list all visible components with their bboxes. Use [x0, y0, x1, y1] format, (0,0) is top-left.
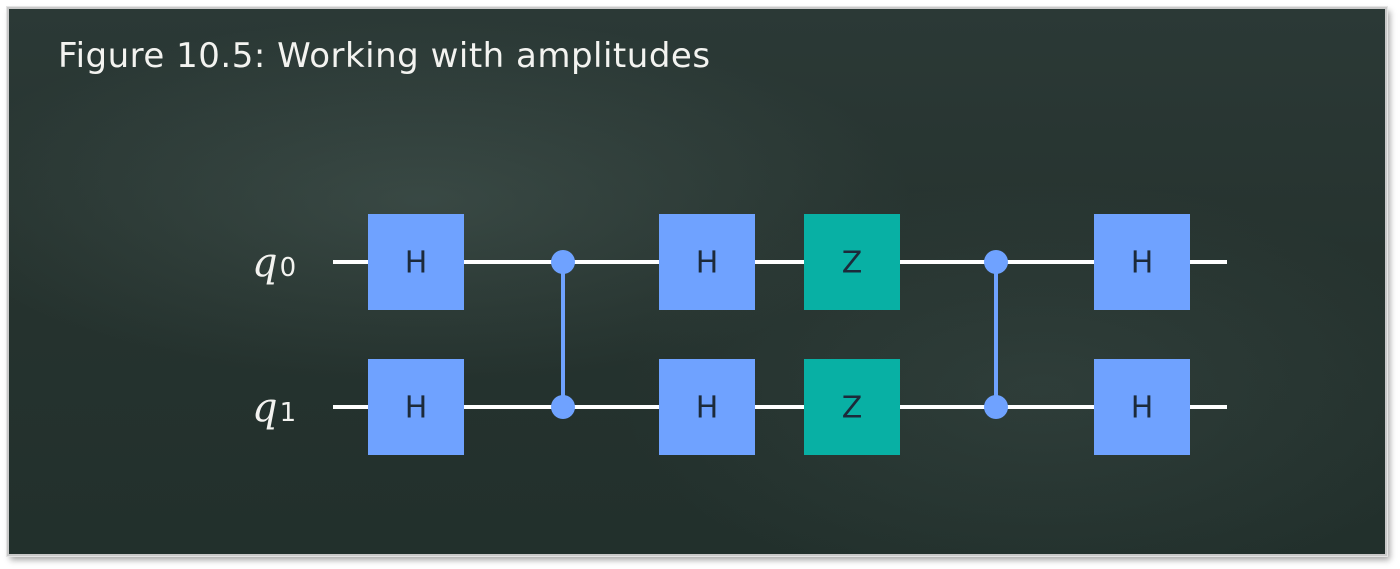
qubit-label-0: q0: [252, 240, 296, 286]
figure-title: Figure 10.5: Working with amplitudes: [58, 36, 711, 76]
gate-h-q1-m2: H: [659, 359, 755, 455]
control-dot-q0: [551, 250, 575, 274]
gate-z-q0-m3: Z: [804, 214, 900, 310]
cz-gate-m4: [984, 250, 1008, 419]
gate-box: [1094, 214, 1190, 310]
gate-label: H: [405, 246, 428, 281]
gate-h-q0-m5: H: [1094, 214, 1190, 310]
gate-h-q1-m0: H: [368, 359, 464, 455]
qubit-label-name: q: [252, 240, 278, 286]
gate-h-q0-m2: H: [659, 214, 755, 310]
control-dot-q1: [551, 395, 575, 419]
qubit-label-1: q1: [252, 385, 296, 431]
control-dot-q1: [984, 395, 1008, 419]
gate-label: H: [405, 391, 428, 426]
gate-z-q1-m3: Z: [804, 359, 900, 455]
qubit-wires: [333, 260, 1227, 409]
gate-box: [368, 214, 464, 310]
gate-box: [804, 359, 900, 455]
qubit-label-index: 0: [280, 253, 297, 283]
gate-box: [1094, 359, 1190, 455]
gate-label: H: [1131, 246, 1154, 281]
gate-box: [659, 359, 755, 455]
gate-label: Z: [842, 391, 863, 426]
control-dot-q0: [984, 250, 1008, 274]
gate-label: H: [696, 246, 719, 281]
gate-label: H: [696, 391, 719, 426]
gate-box: [804, 214, 900, 310]
gate-label: H: [1131, 391, 1154, 426]
gate-h-q1-m5: H: [1094, 359, 1190, 455]
qubit-label-index: 1: [280, 398, 297, 428]
circuit-operations: H H H H Z Z H H: [368, 214, 1190, 455]
qubit-label-name: q: [252, 385, 278, 431]
gate-label: Z: [842, 246, 863, 281]
gate-h-q0-m0: H: [368, 214, 464, 310]
gate-box: [368, 359, 464, 455]
cz-gate-m1: [551, 250, 575, 419]
gate-box: [659, 214, 755, 310]
